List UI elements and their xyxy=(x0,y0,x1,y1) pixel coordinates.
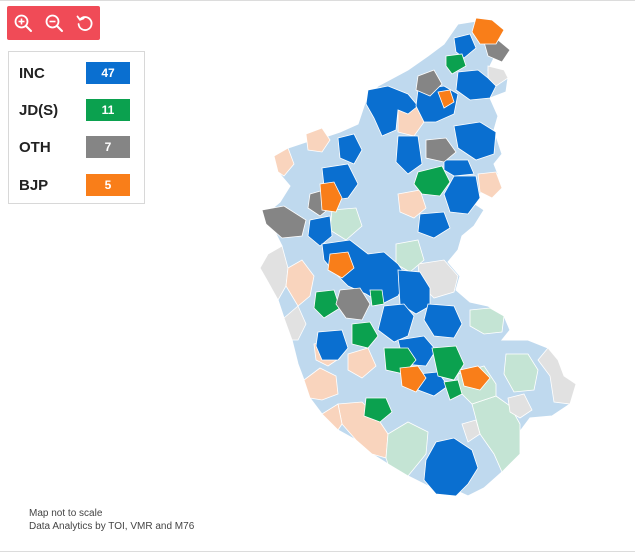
district-region[interactable] xyxy=(303,367,339,401)
district-inc[interactable] xyxy=(455,69,497,101)
district-region[interactable] xyxy=(537,347,577,405)
legend-count-badge: 47 xyxy=(86,62,130,84)
district-region[interactable] xyxy=(283,305,307,341)
district-inc[interactable] xyxy=(453,33,477,59)
district-oth[interactable] xyxy=(425,137,457,163)
legend-count-badge: 7 xyxy=(86,136,130,158)
party-legend: INC 47 JD(S) 11 OTH 7 BJP 5 xyxy=(8,51,145,204)
zoom-out-button[interactable] xyxy=(41,10,67,36)
district-bjp[interactable] xyxy=(399,365,427,393)
district-inc[interactable] xyxy=(453,121,497,161)
legend-count-badge: 11 xyxy=(86,99,130,121)
district-region[interactable] xyxy=(503,353,539,393)
district-region[interactable] xyxy=(285,259,315,307)
district-region[interactable] xyxy=(385,421,429,477)
bottom-border xyxy=(0,551,635,552)
district-bjp[interactable] xyxy=(437,89,455,109)
district-inc[interactable] xyxy=(307,215,333,247)
district-region[interactable] xyxy=(397,189,427,219)
data-credit-note: Data Analytics by TOI, VMR and M76 xyxy=(29,521,195,532)
district-region[interactable] xyxy=(273,147,295,177)
district-inc[interactable] xyxy=(443,175,481,215)
district-jds[interactable] xyxy=(351,321,379,349)
district-bjp[interactable] xyxy=(319,181,343,213)
legend-item-inc: INC 47 xyxy=(9,62,146,86)
district-bjp[interactable] xyxy=(327,251,355,279)
district-region[interactable] xyxy=(507,393,533,419)
district-jds[interactable] xyxy=(369,289,385,307)
zoom-controls xyxy=(7,6,100,40)
district-jds[interactable] xyxy=(443,379,463,401)
district-bjp[interactable] xyxy=(459,365,491,391)
district-inc[interactable] xyxy=(365,85,419,137)
map-scale-note: Map not to scale xyxy=(29,508,103,519)
legend-label: JD(S) xyxy=(19,102,59,119)
district-region[interactable] xyxy=(347,347,377,379)
district-inc[interactable] xyxy=(423,303,463,339)
district-region[interactable] xyxy=(461,419,481,443)
district-oth[interactable] xyxy=(335,287,371,321)
legend-item-bjp: BJP 5 xyxy=(9,174,146,198)
district-region[interactable] xyxy=(477,171,503,199)
district-region[interactable] xyxy=(487,65,509,87)
legend-item-oth: OTH 7 xyxy=(9,136,146,160)
karnataka-map[interactable] xyxy=(258,14,578,504)
district-jds[interactable] xyxy=(413,165,451,197)
district-inc[interactable] xyxy=(443,159,475,177)
district-region[interactable] xyxy=(395,239,425,273)
district-oth[interactable] xyxy=(415,69,443,97)
legend-label: INC xyxy=(19,65,45,82)
legend-label: OTH xyxy=(19,139,51,156)
legend-count-badge: 5 xyxy=(86,174,130,196)
district-jds[interactable] xyxy=(313,289,341,319)
district-inc[interactable] xyxy=(337,133,363,165)
district-region[interactable] xyxy=(469,307,505,335)
district-inc[interactable] xyxy=(423,437,479,497)
district-inc[interactable] xyxy=(395,135,423,175)
zoom-in-button[interactable] xyxy=(10,10,36,36)
district-region[interactable] xyxy=(321,403,343,431)
reset-icon xyxy=(76,15,92,31)
district-inc[interactable] xyxy=(417,211,451,239)
district-jds[interactable] xyxy=(431,345,465,381)
district-bjp[interactable] xyxy=(471,17,505,45)
district-region[interactable] xyxy=(471,395,521,473)
district-jds[interactable] xyxy=(363,397,393,423)
legend-label: BJP xyxy=(19,177,49,194)
zoom-in-icon xyxy=(14,14,32,32)
district-oth[interactable] xyxy=(261,205,307,239)
reset-button[interactable] xyxy=(72,10,98,36)
district-inc[interactable] xyxy=(377,303,415,343)
top-border xyxy=(0,0,635,1)
district-region[interactable] xyxy=(305,127,331,153)
constituency-map-svg xyxy=(259,17,577,497)
district-jds[interactable] xyxy=(445,53,467,75)
district-inc[interactable] xyxy=(315,329,349,361)
legend-item-jds: JD(S) 11 xyxy=(9,99,146,123)
zoom-out-icon xyxy=(45,14,63,32)
